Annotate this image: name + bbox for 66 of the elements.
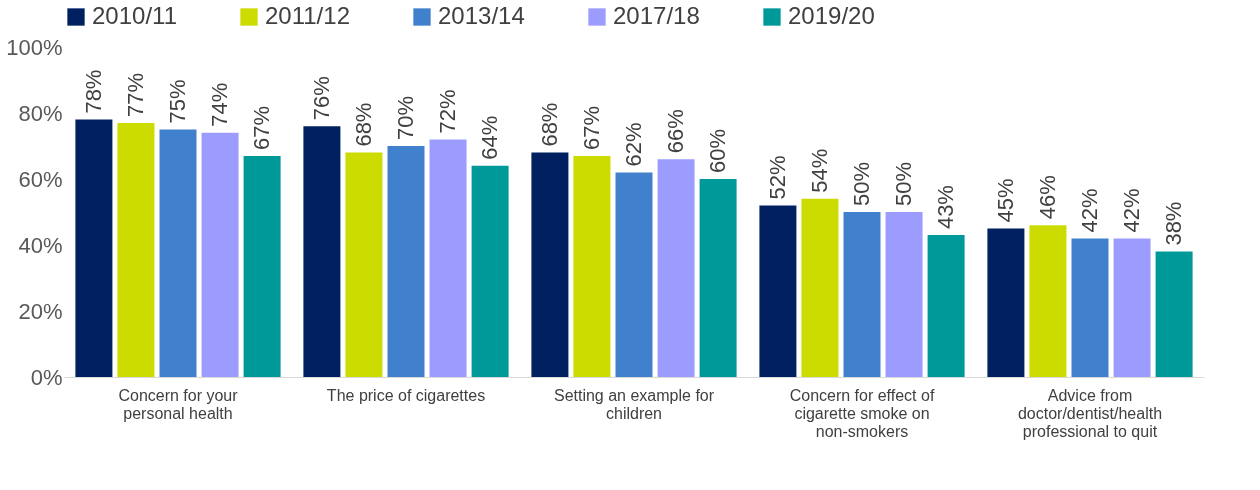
bar bbox=[1113, 238, 1151, 377]
legend-label: 2010/11 bbox=[92, 2, 177, 29]
x-tick-label: Setting an example for children bbox=[553, 386, 715, 422]
data-label: 43% bbox=[933, 185, 959, 230]
bar bbox=[471, 165, 509, 377]
bar bbox=[303, 126, 341, 377]
data-label: 45% bbox=[992, 178, 1018, 223]
data-label: 78% bbox=[80, 69, 106, 114]
data-label: 67% bbox=[578, 105, 604, 150]
data-label: 60% bbox=[705, 128, 731, 173]
data-label: 62% bbox=[621, 122, 646, 167]
data-label: 75% bbox=[165, 79, 190, 124]
data-label: 66% bbox=[663, 109, 689, 154]
data-label: 42% bbox=[1119, 188, 1145, 233]
data-label: 67% bbox=[249, 105, 275, 150]
bar bbox=[1029, 225, 1067, 377]
y-tick-label: 0% bbox=[30, 364, 63, 390]
bar bbox=[885, 212, 923, 377]
data-label: 52% bbox=[764, 155, 790, 200]
bar bbox=[615, 172, 653, 377]
data-label: 76% bbox=[308, 76, 334, 121]
bar bbox=[1071, 238, 1109, 377]
bar bbox=[75, 119, 113, 377]
bar bbox=[759, 205, 797, 377]
bar bbox=[801, 198, 839, 377]
data-label: 42% bbox=[1077, 188, 1102, 233]
y-tick-label: 40% bbox=[18, 232, 63, 258]
data-label: 64% bbox=[477, 115, 503, 160]
data-label: 77% bbox=[122, 72, 148, 117]
x-tick-label: Concern for effect of cigarette smoke on non-smokers bbox=[789, 386, 935, 440]
x-tick-label: Concern for your personal health bbox=[118, 386, 239, 422]
data-label: 70% bbox=[393, 95, 418, 140]
bar bbox=[927, 235, 965, 377]
data-label: 54% bbox=[806, 148, 832, 193]
legend-label: 2013/14 bbox=[438, 2, 525, 29]
y-tick-label: 20% bbox=[18, 298, 63, 324]
x-tick-label: The price of cigarettes bbox=[326, 386, 486, 404]
bar bbox=[243, 155, 281, 377]
y-tick-label: 100% bbox=[6, 34, 63, 60]
data-label: 72% bbox=[435, 89, 461, 134]
bar bbox=[531, 152, 569, 377]
bar bbox=[387, 146, 425, 377]
bar bbox=[657, 159, 695, 377]
data-label: 38% bbox=[1161, 201, 1187, 246]
bar bbox=[201, 132, 239, 377]
bar bbox=[117, 122, 155, 377]
y-tick-label: 80% bbox=[18, 100, 63, 126]
bar bbox=[987, 228, 1025, 377]
x-tick-label: Advice from doctor/dentist/health professional to quit bbox=[1017, 386, 1163, 440]
data-label: 74% bbox=[207, 82, 233, 127]
data-label: 46% bbox=[1034, 175, 1060, 220]
data-label: 68% bbox=[350, 102, 376, 147]
bar bbox=[1155, 251, 1193, 377]
legend-label: 2011/12 bbox=[265, 2, 350, 29]
data-label: 68% bbox=[536, 102, 562, 147]
bar bbox=[699, 179, 737, 377]
bar bbox=[429, 139, 467, 377]
bar bbox=[159, 129, 197, 377]
bar bbox=[573, 155, 611, 377]
legend-label: 2017/18 bbox=[613, 2, 700, 29]
y-tick-label: 60% bbox=[18, 166, 63, 192]
bar bbox=[345, 152, 383, 377]
legend-label: 2019/20 bbox=[788, 2, 875, 29]
data-label: 50% bbox=[891, 161, 917, 206]
data-label: 50% bbox=[849, 161, 874, 206]
bar bbox=[843, 212, 881, 377]
